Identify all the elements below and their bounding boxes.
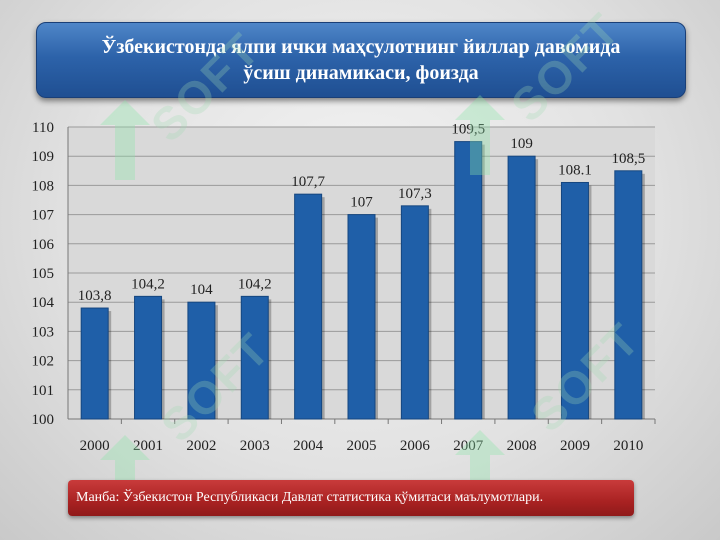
x-tick-label: 2000: [80, 438, 110, 454]
bar: [240, 295, 269, 420]
y-tick-label: 100: [32, 412, 55, 428]
data-label: 104: [190, 282, 213, 298]
bar: [294, 193, 323, 420]
source-note: Манба: Ўзбекистон Республикаси Давлат ст…: [68, 480, 634, 516]
data-label: 109,5: [451, 122, 485, 138]
y-tick-label: 105: [32, 266, 55, 282]
bar: [614, 170, 643, 420]
data-label: 109: [510, 136, 533, 152]
y-tick-label: 101: [32, 383, 55, 399]
data-label: 103,8: [78, 288, 112, 304]
bar: [454, 141, 483, 420]
x-tick-label: 2002: [186, 438, 216, 454]
x-tick-label: 2004: [293, 438, 324, 454]
data-label: 108.1: [558, 162, 592, 178]
bar: [80, 307, 109, 420]
bar-chart: 100 101 102 103 104 105 106 107 108 109 110 103,8 20…: [32, 120, 656, 454]
x-tick-label: 2007: [453, 438, 484, 454]
chart-title-line-1: Ўзбекистонда ялпи ички маҳсулотнинг йилл…: [101, 36, 621, 58]
bar: [187, 301, 216, 420]
x-tick-label: 2001: [133, 438, 163, 454]
y-tick-label: 107: [32, 208, 55, 224]
x-tick-label: 2009: [560, 438, 590, 454]
x-tick-label: 2008: [507, 438, 537, 454]
bar: [507, 155, 536, 420]
x-tick-label: 2010: [613, 438, 643, 454]
x-tick-label: 2006: [400, 438, 431, 454]
y-tick-label: 103: [32, 324, 55, 340]
x-tick-label: 2005: [347, 438, 377, 454]
data-label: 108,5: [611, 151, 645, 167]
chart-title-line-2: ўсиш динамикаси, фоизда: [243, 62, 479, 84]
bar: [347, 214, 376, 420]
data-label: 104,2: [131, 276, 165, 292]
chart-title-banner: Ўзбекистонда ялпи ички маҳсулотнинг йилл…: [36, 22, 686, 98]
bar: [134, 295, 163, 420]
data-label: 107,3: [398, 186, 432, 202]
y-tick-label: 102: [32, 354, 55, 370]
data-label: 107,7: [291, 174, 325, 190]
y-tick-label: 104: [32, 295, 55, 311]
y-tick-label: 110: [32, 120, 54, 136]
bar: [560, 181, 589, 420]
bar: [400, 205, 429, 420]
data-label: 104,2: [238, 276, 272, 292]
x-tick-label: 2003: [240, 438, 270, 454]
data-label: 107: [350, 195, 373, 211]
y-tick-label: 108: [32, 178, 55, 194]
y-tick-label: 109: [32, 149, 55, 165]
y-tick-label: 106: [32, 237, 55, 253]
